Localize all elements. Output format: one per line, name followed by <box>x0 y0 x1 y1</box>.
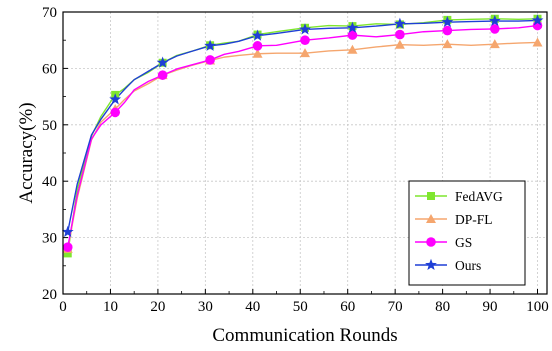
data-point-fedavg <box>63 249 72 258</box>
data-point-ours <box>441 15 454 28</box>
data-point-ours <box>204 39 216 51</box>
legend-label-ours: Ours <box>455 258 481 273</box>
data-point-dp-fl <box>300 48 310 58</box>
y-tick-label: 40 <box>42 174 57 190</box>
data-point-dp-fl <box>489 39 500 49</box>
x-tick-label: 20 <box>150 299 165 315</box>
legend-marker-dp-fl <box>426 214 436 223</box>
x-tick-label: 60 <box>340 299 355 315</box>
data-point-gs <box>490 24 500 34</box>
data-point-gs <box>110 107 120 118</box>
data-point-ours <box>251 29 264 41</box>
legend-label-dp-fl: DP-FL <box>455 212 493 227</box>
x-tick-label: 0 <box>59 299 67 315</box>
data-point-ours <box>109 93 122 105</box>
data-point-ours <box>156 56 169 68</box>
x-tick-label: 50 <box>293 299 308 315</box>
x-tick-label: 80 <box>435 299 450 315</box>
y-tick-label: 20 <box>42 287 57 303</box>
data-point-dp-fl <box>442 39 453 49</box>
x-axis-title: Communication Rounds <box>212 325 397 346</box>
data-point-dp-fl <box>252 48 263 58</box>
legend: FedAVG DP-FL GS Ours <box>408 180 526 286</box>
data-point-gs <box>300 35 310 45</box>
grid-lines <box>63 12 547 294</box>
x-tick-label: 30 <box>198 299 213 315</box>
data-point-gs <box>252 41 263 51</box>
x-tick-label: 10 <box>103 299 118 315</box>
data-point-gs <box>347 30 358 40</box>
x-tick-label: 100 <box>526 299 549 315</box>
data-point-gs <box>62 242 73 252</box>
y-tick-label: 60 <box>42 61 57 77</box>
legend-label-fedavg: FedAVG <box>455 189 503 204</box>
legend-marker-fedavg <box>427 192 435 200</box>
legend-label-gs: GS <box>455 235 472 250</box>
x-tick-label: 40 <box>245 299 260 315</box>
y-axis-title: Accuracy(%) <box>16 102 37 203</box>
y-tick-label: 50 <box>42 118 57 134</box>
data-point-dp-fl <box>347 44 358 54</box>
data-point-gs <box>157 70 168 80</box>
legend-marker-gs <box>426 237 436 247</box>
data-point-gs <box>395 29 405 40</box>
data-point-gs <box>205 55 215 65</box>
data-point-ours <box>346 21 359 33</box>
data-point-dp-fl <box>532 37 543 47</box>
data-point-gs <box>442 25 453 36</box>
legend-marker-ours <box>425 258 437 271</box>
axis-ticks: 0 10 20 30 40 50 60 70 80 90 100 20 30 40 50 60 70 <box>42 5 549 315</box>
x-tick-label: 70 <box>388 299 403 315</box>
data-point-ours <box>299 23 311 35</box>
data-point-ours <box>394 17 406 29</box>
series-markers <box>61 14 544 258</box>
data-point-ours <box>61 225 74 237</box>
data-point-dp-fl <box>394 39 405 49</box>
data-point-ours <box>488 14 501 27</box>
series-line-dp-fl <box>67 41 538 250</box>
y-tick-label: 30 <box>42 231 57 247</box>
x-tick-label: 90 <box>483 299 498 315</box>
data-point-ours <box>531 14 544 26</box>
y-tick-label: 70 <box>42 5 57 21</box>
